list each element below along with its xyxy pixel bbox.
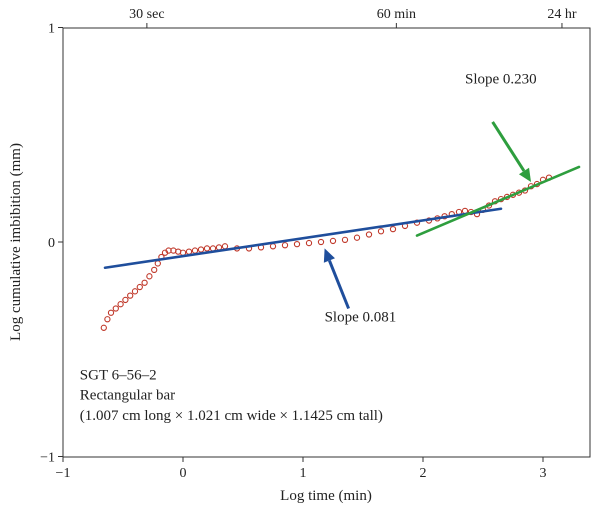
fit-line [415,165,581,237]
y-tick-label: −1 [40,451,55,466]
data-point [353,234,361,241]
data-point [317,238,325,246]
data-point [136,283,143,291]
data-point [269,243,277,250]
data-point [127,292,134,299]
data-point [107,309,115,316]
y-axis: −1 0 1 [40,22,63,466]
data-point [197,246,205,253]
x-tick-label: 1 [300,466,307,481]
top-tick-label: 60 min [377,7,416,22]
annotation-arrows [323,121,531,310]
data-point [329,237,337,245]
x-tick-label: 3 [540,466,547,481]
data-point [293,240,301,248]
data-point [377,228,385,235]
fit-lines [103,165,581,270]
data-point [100,324,107,331]
fit-line [103,207,503,270]
x-axis: −1 0 1 2 3 [56,457,547,481]
arrow-head [518,167,531,182]
annotation: Slope 0.230 [465,71,537,87]
top-axis: 30 sec 60 min 24 hr [129,7,577,28]
data-point [122,296,129,304]
arrow-shaft [491,121,526,172]
data-point [365,231,373,238]
data-point [151,266,158,274]
arrow-head [323,248,335,263]
top-tick-label: 30 sec [129,7,164,22]
data-point [146,273,153,280]
data-point [341,236,349,244]
data-point [389,225,397,233]
annotation: Slope 0.081 [325,309,397,325]
x-axis-label: Log time (min) [280,488,372,504]
annotation: (1.007 cm long × 1.021 cm wide × 1.1425 … [80,408,383,424]
data-point [281,242,289,249]
data-point [191,247,199,254]
annotation: SGT 6–56–2 [80,367,157,383]
annotation: Rectangular bar [80,388,175,404]
y-tick-label: 1 [48,22,55,37]
y-tick-label: 0 [48,236,55,251]
arrow-shaft [328,259,350,310]
x-tick-label: 2 [420,466,427,481]
data-point [305,239,313,247]
y-axis-label: Log cumulative imbibition (mm) [8,143,24,341]
data-point [141,279,148,286]
data-point [203,245,211,252]
data-point [117,301,124,308]
data-point [131,288,139,295]
data-point [185,248,193,255]
data-point [154,260,161,267]
data-point [104,316,111,323]
x-tick-label: 0 [180,466,187,481]
x-tick-label: −1 [56,466,71,481]
data-point [221,243,229,250]
data-point [112,305,119,312]
top-tick-label: 24 hr [547,7,577,22]
annotations: Slope 0.230 Slope 0.081 SGT 6–56–2 Rectangu… [80,71,537,424]
